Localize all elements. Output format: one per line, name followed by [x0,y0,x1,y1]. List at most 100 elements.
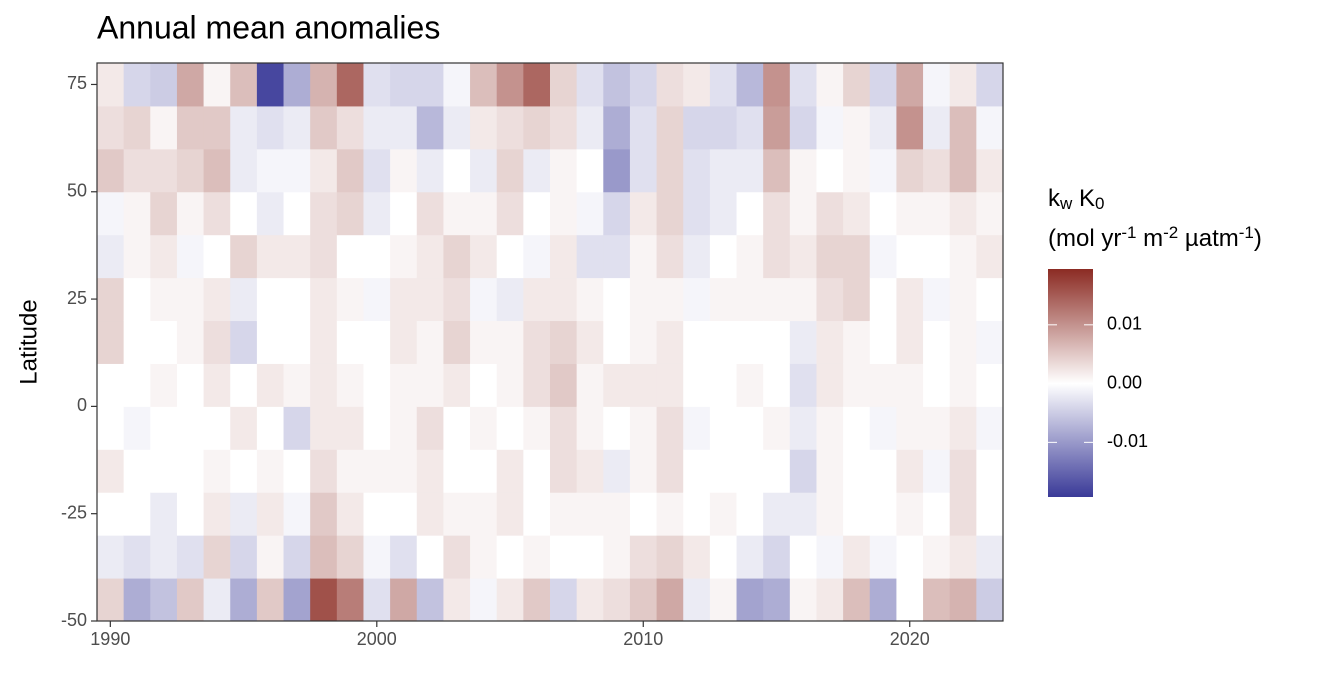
heatmap-cell [123,363,151,407]
heatmap-cell [843,277,871,322]
heatmap-cell [336,234,364,279]
heatmap-cell [736,535,764,579]
heatmap-cell [256,449,285,493]
heatmap-cell [683,277,711,322]
heatmap-cell [550,63,578,107]
heatmap-cell [869,449,897,493]
heatmap-cell [683,449,711,493]
heatmap-cell [603,234,631,279]
heatmap-cell [256,363,285,407]
heatmap-cell [789,105,817,150]
heatmap-cell [949,578,977,622]
heatmap-cell [176,63,205,107]
heatmap-cell [123,63,151,107]
heatmap-cell [416,191,444,236]
heatmap-cell [203,578,231,622]
heatmap-cell [443,363,471,407]
heatmap-cell [496,363,524,407]
heatmap-cell [949,191,977,236]
heatmap-cell [656,578,684,622]
heatmap-cell [443,105,471,150]
heatmap-cell [736,148,764,193]
heatmap-cell [230,105,258,150]
heatmap-cell [976,277,1004,322]
heatmap-cell [230,578,258,622]
heatmap-cell [949,63,977,107]
heatmap-cell [843,406,871,450]
heatmap-cell [896,105,924,150]
heatmap-cell [416,363,444,407]
heatmap-cell [176,406,205,450]
heatmap-cell [763,449,791,493]
colorbar [1048,269,1093,497]
heatmap-cell [736,449,764,493]
heatmap-cell [336,535,364,579]
heatmap-cell [203,363,231,407]
heatmap-cell [336,148,364,193]
heatmap-cell [496,191,524,236]
heatmap-cell [576,320,604,364]
heatmap-cell [869,63,897,107]
heatmap-cell [230,191,258,236]
heatmap-cell [363,492,391,536]
heatmap-cell [576,105,604,150]
heatmap-cell [576,363,604,407]
heatmap-cell [576,492,604,536]
heatmap-cell [683,406,711,450]
heatmap-cell [949,320,977,364]
heatmap-cell [256,535,285,579]
heatmap-cell [763,578,791,622]
heatmap-cell [923,535,951,579]
heatmap-cell [816,148,844,193]
heatmap-cell [390,406,418,450]
heatmap-cell [336,191,364,236]
heatmap-cell [629,148,658,193]
heatmap-cell [683,148,711,193]
heatmap-cell [203,277,231,322]
heatmap-cell [976,234,1004,279]
heatmap-cell [843,320,871,364]
heatmap-cell [416,320,444,364]
heatmap-cell [656,449,684,493]
heatmap-cell [443,578,471,622]
heatmap-cell [869,320,897,364]
colorbar-tick-label: 0.00 [1107,372,1142,392]
heatmap-cell [869,535,897,579]
heatmap-cell [390,578,418,622]
heatmap-cell [363,277,391,322]
colorbar-title-part: -1 [1121,223,1136,242]
heatmap-cell [896,320,924,364]
heatmap-cell [709,492,738,536]
heatmap-cell [283,535,311,579]
heatmap-cell [470,277,498,322]
heatmap-cell [176,320,205,364]
heatmap-cell [629,191,658,236]
heatmap-cell [550,578,578,622]
heatmap-cell [629,535,658,579]
heatmap-cell [816,277,844,322]
heatmap-cell [496,277,524,322]
heatmap-cell [283,234,311,279]
heatmap-cell [576,535,604,579]
heatmap-cell [97,578,125,622]
heatmap-cell [470,105,498,150]
heatmap-cell [230,363,258,407]
heatmap-cell [123,105,151,150]
heatmap-cell [869,191,897,236]
x-tick-label: 1990 [90,629,130,649]
heatmap-cell [869,492,897,536]
heatmap-cell [656,234,684,279]
heatmap-cell [976,105,1004,150]
heatmap-cell [416,277,444,322]
heatmap-cell [470,191,498,236]
heatmap-cell [390,234,418,279]
heatmap-cell [470,406,498,450]
heatmap-cell [523,63,551,107]
heatmap-cell [203,320,231,364]
heatmap-cell [789,406,817,450]
heatmap-cell [843,105,871,150]
heatmap-cell [310,148,338,193]
heatmap-cell [923,320,951,364]
heatmap-cell [576,234,604,279]
heatmap-cell [656,535,684,579]
